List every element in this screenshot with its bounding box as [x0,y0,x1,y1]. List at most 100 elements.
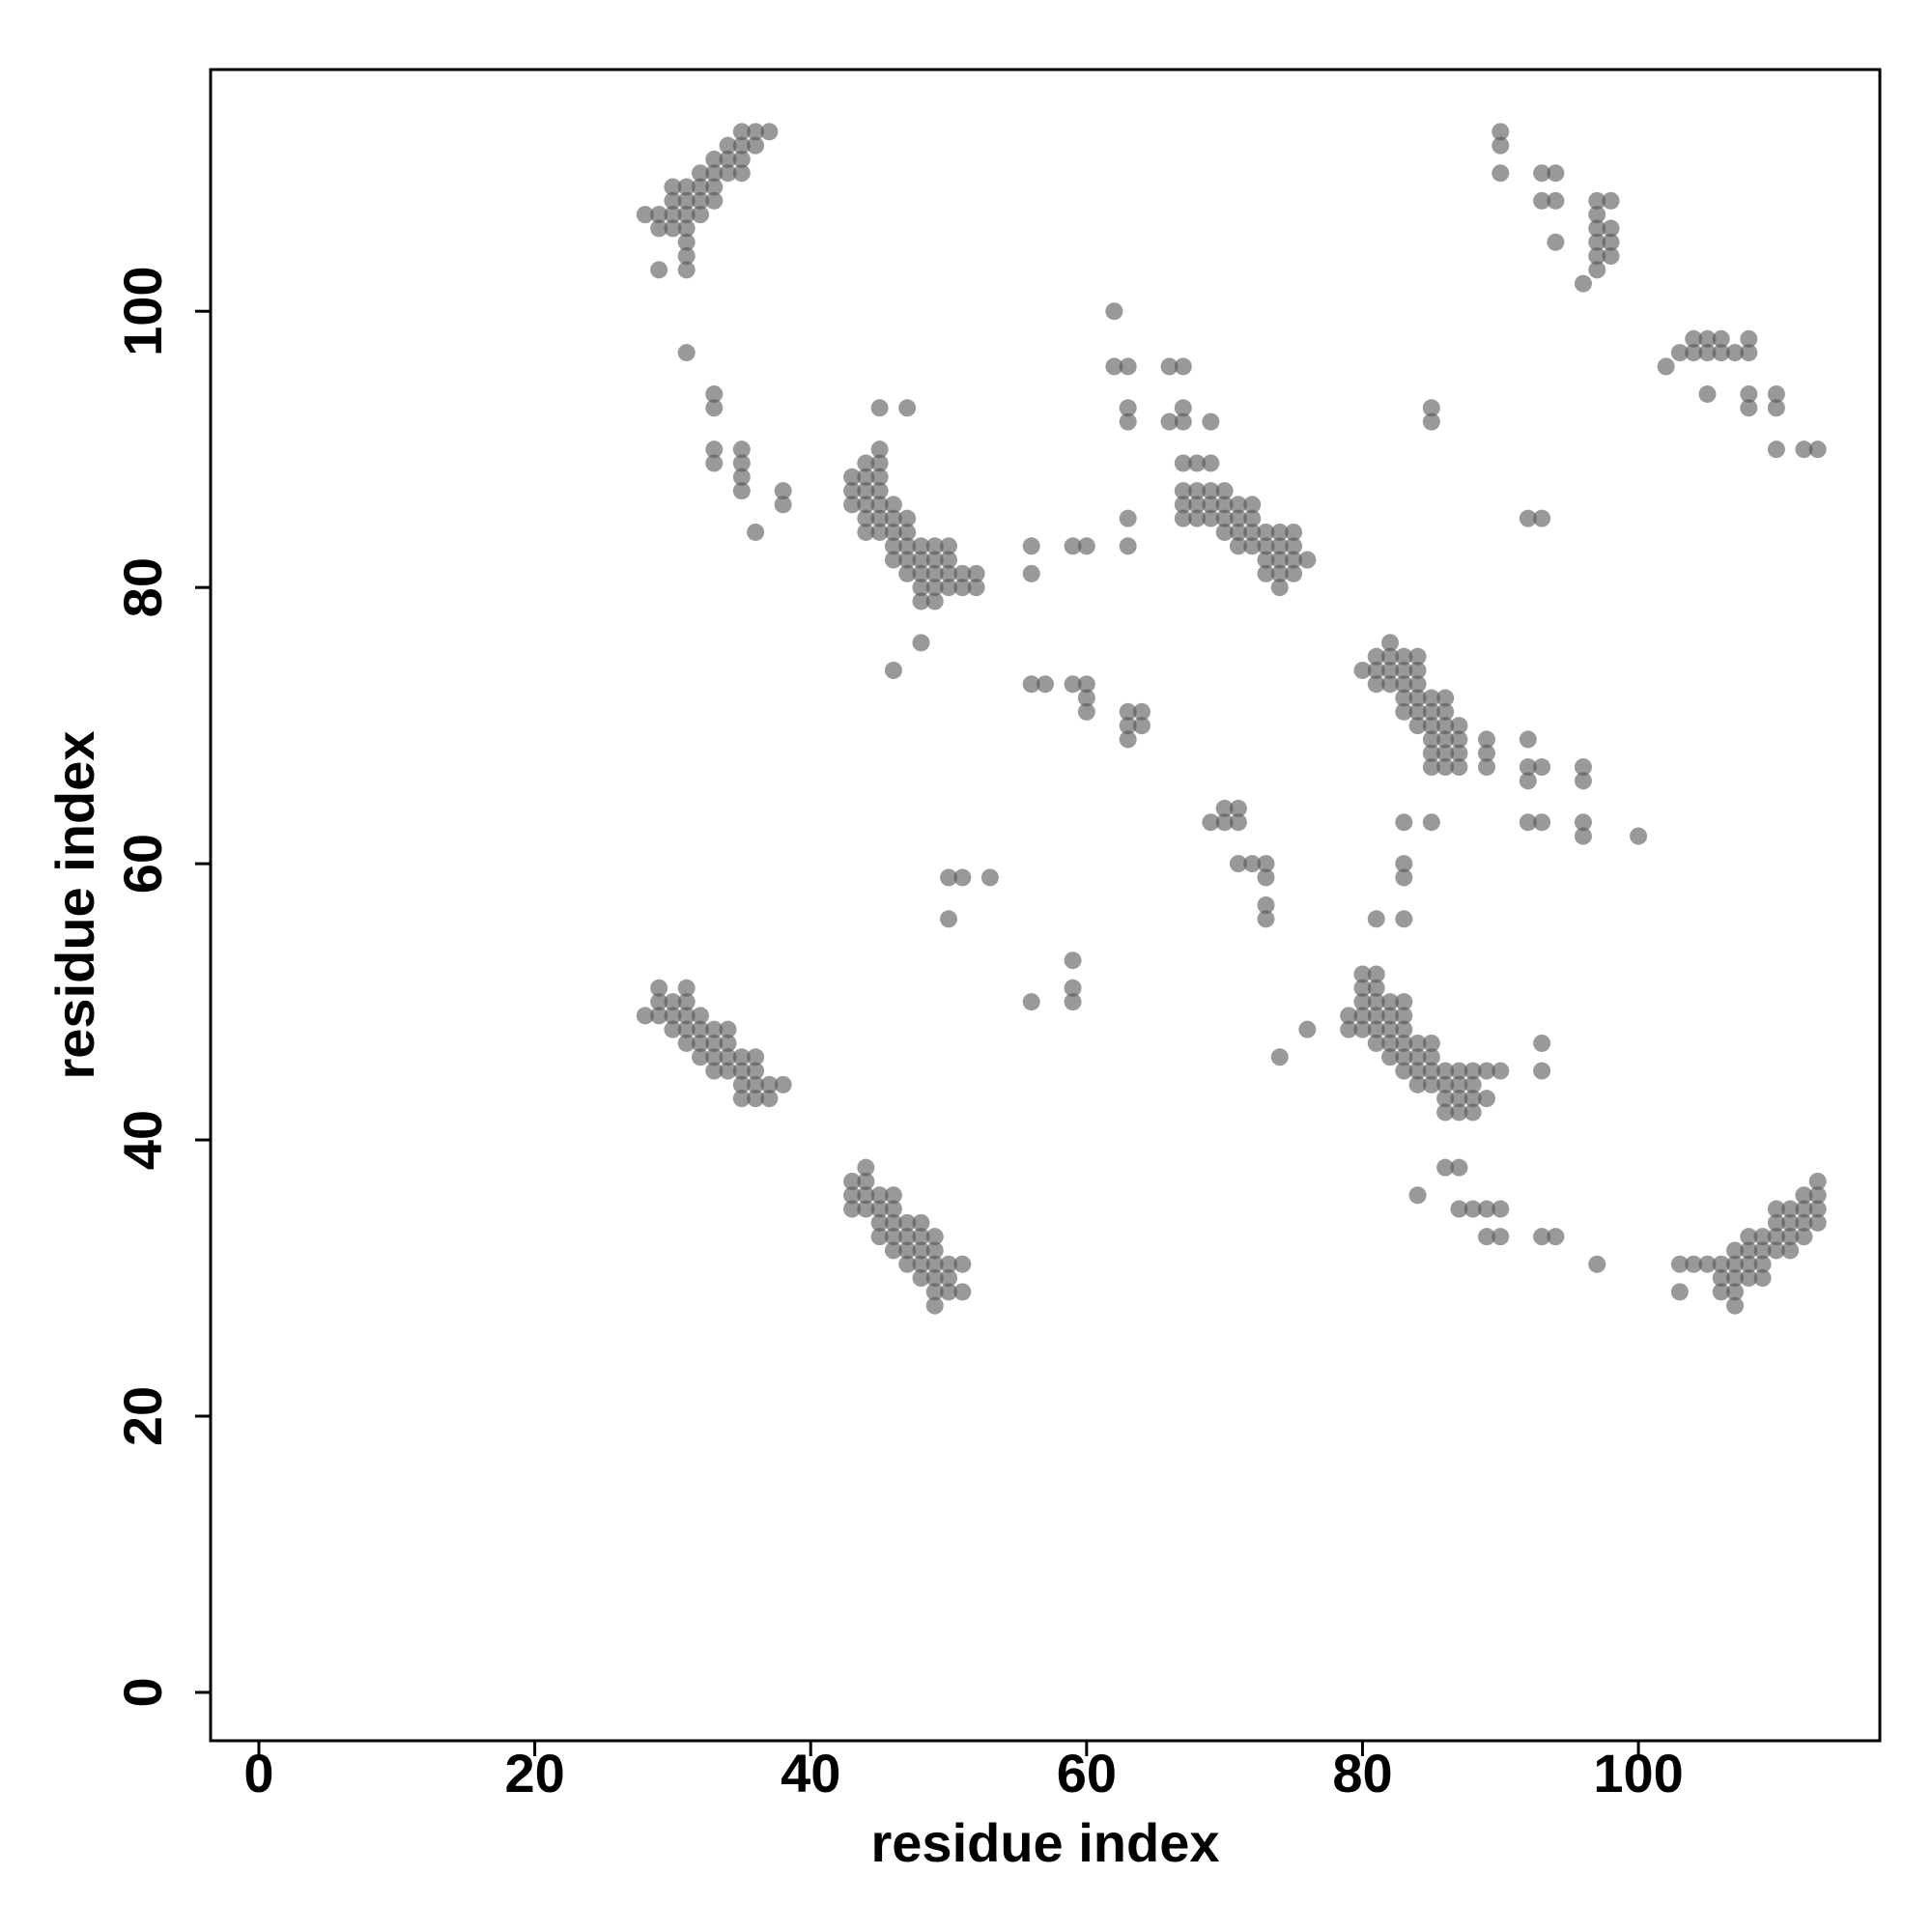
contact-point [1740,329,1758,348]
contact-point [1781,1228,1800,1246]
contact-point [1795,1200,1813,1218]
contact-point [1436,730,1455,749]
contact-point [884,509,902,527]
contact-point [1492,1200,1510,1218]
contact-point [1367,661,1385,679]
contact-point [677,261,696,279]
contact-point [1367,1007,1385,1025]
contact-point [1188,482,1207,500]
contact-point [1367,647,1385,666]
contact-point [857,523,875,541]
contact-point [1588,1255,1606,1273]
contact-point [1463,1103,1482,1122]
contact-point [925,1283,944,1301]
contact-point [1712,344,1730,362]
contact-point [1105,357,1123,376]
contact-point [650,261,668,279]
y-tick-label: 100 [112,266,173,355]
contact-point [925,537,944,555]
contact-point [925,1296,944,1315]
contact-point [1519,772,1537,790]
contact-point [732,136,751,155]
contact-point [912,1255,930,1273]
contact-point [1160,412,1179,431]
contact-point [677,993,696,1011]
contact-point [1422,730,1440,749]
contact-point [732,1075,751,1094]
contact-point [650,219,668,238]
contact-point [1243,523,1262,541]
contact-point [953,579,972,597]
contact-point [898,537,917,555]
contact-point [1450,1200,1468,1218]
contact-point [1202,482,1220,500]
contact-point [1395,1007,1413,1025]
contact-point [1381,1048,1400,1066]
contact-point [677,1034,696,1052]
contact-point [732,1062,751,1080]
contact-point [1408,1186,1427,1205]
contact-point [1547,164,1565,183]
contact-point [857,454,875,472]
contact-point [925,592,944,611]
contact-point [1670,344,1689,362]
contact-point [1477,1228,1495,1246]
contact-point [870,1200,889,1218]
contact-point [1740,399,1758,417]
contact-point [940,910,958,928]
contact-point [870,509,889,527]
contact-point [1257,868,1275,887]
contact-point [925,1269,944,1288]
contact-point [747,123,765,141]
contact-point [1753,1241,1772,1260]
contact-point [691,1034,709,1052]
contact-point [1270,579,1289,597]
contact-point [732,150,751,168]
contact-point [884,1241,902,1260]
contact-point [1670,1255,1689,1273]
contact-point [870,454,889,472]
y-tick-label: 20 [112,1386,173,1446]
contact-point [1450,1062,1468,1080]
contact-point [664,191,682,210]
contact-point [940,1283,958,1301]
contact-point [884,661,902,679]
contact-point [1408,1034,1427,1052]
contact-point [1270,551,1289,569]
contact-point [1395,1048,1413,1066]
contact-point [719,1048,737,1066]
contact-point [1381,634,1400,652]
contact-point [1781,1200,1800,1218]
contact-point [870,399,889,417]
contact-point [1574,274,1592,293]
contact-point [732,1048,751,1066]
contact-point [664,219,682,238]
contact-point [1698,1255,1717,1273]
contact-point [1726,344,1745,362]
contact-point [1132,717,1151,735]
contact-point [1270,1048,1289,1066]
contact-point [912,564,930,582]
contact-point [1602,233,1620,251]
contact-point [953,1255,972,1273]
contact-point [1395,1020,1413,1038]
contact-point [719,1020,737,1038]
contact-point [719,136,737,155]
contact-point [1740,344,1758,362]
contact-point [1533,164,1551,183]
contact-point [1422,1048,1440,1066]
contact-point [870,523,889,541]
contact-point [1588,219,1606,238]
contact-point [843,1172,862,1190]
contact-point [912,579,930,597]
contact-point [940,868,958,887]
contact-point [884,551,902,569]
contact-point [1767,440,1785,459]
contact-point [1340,1007,1358,1025]
contact-point [1229,523,1247,541]
contact-point [1077,689,1095,707]
contact-point [1533,1228,1551,1246]
contact-point [1022,537,1040,555]
contact-point [1174,357,1192,376]
contact-point [1422,758,1440,777]
